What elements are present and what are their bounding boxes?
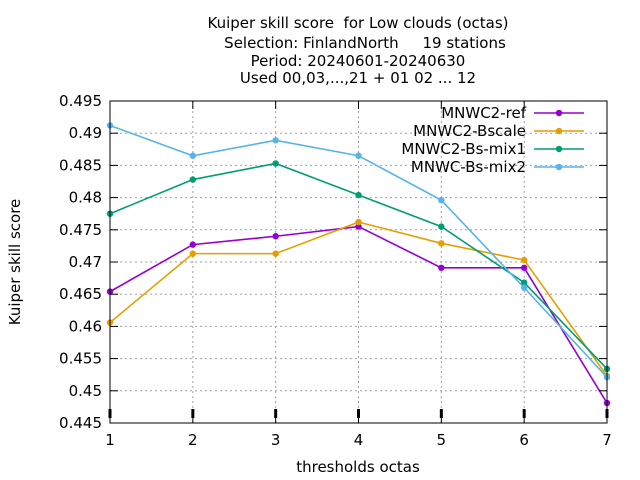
x-tick-label: 2 (188, 431, 198, 449)
x-tick-label: 3 (271, 431, 281, 449)
legend-label: MNWC2-Bs-mix1 (401, 140, 526, 158)
legend-swatch-point (555, 145, 563, 153)
legend-swatch-point (555, 127, 563, 135)
series-0 (106, 223, 611, 407)
axis-ticks: 0.445 0.45 0.455 0.46 0.465 0.47 0.475 0.48 0.48… (59, 92, 612, 449)
legend-swatch-point (555, 163, 563, 171)
data-point (438, 196, 445, 204)
x-baseline-marker (522, 409, 526, 418)
y-tick-label: 0.48 (69, 189, 102, 207)
data-point (438, 223, 445, 230)
y-tick-label: 0.455 (59, 350, 102, 368)
data-point (355, 218, 362, 226)
data-point (189, 176, 197, 183)
legend-item: MNWC2-Bscale (413, 122, 584, 140)
data-point (272, 250, 279, 257)
data-point (189, 152, 197, 159)
x-baseline-marker (274, 409, 278, 418)
series-1 (106, 218, 611, 380)
y-tick-label: 0.465 (59, 285, 102, 303)
x-axis-title: thresholds octas (296, 458, 420, 476)
series-2 (106, 160, 611, 373)
data-point (189, 241, 197, 248)
legend-label: MNWC2-ref (441, 104, 526, 122)
data-point (520, 256, 528, 264)
y-tick-label: 0.485 (59, 156, 102, 174)
data-point (272, 160, 279, 167)
chart-title-line-1: Kuiper skill score for Low clouds (octas… (208, 14, 509, 32)
x-tick-label: 1 (105, 431, 115, 449)
legend-item: MNWC2-Bs-mix1 (401, 140, 584, 158)
data-point (355, 191, 362, 199)
grid (110, 101, 607, 423)
data-point (438, 240, 445, 247)
legend-item: MNWC-Bs-mix2 (411, 158, 584, 176)
y-tick-label: 0.495 (59, 92, 102, 110)
legend-swatch-point (555, 109, 563, 117)
data-point (520, 284, 528, 291)
x-tick-label: 6 (519, 431, 529, 449)
data-point (189, 250, 197, 257)
y-tick-label: 0.46 (69, 317, 102, 335)
legend-label: MNWC-Bs-mix2 (411, 158, 526, 176)
x-baseline-marker (439, 409, 443, 418)
chart-title-line-4: Used 00,03,...,21 + 01 02 ... 12 (240, 69, 476, 87)
series-3 (106, 122, 611, 381)
data-point (272, 137, 279, 144)
data-point (520, 264, 528, 271)
legend-item: MNWC2-ref (441, 104, 584, 122)
y-tick-label: 0.47 (69, 253, 102, 271)
x-tick-label: 4 (354, 431, 364, 449)
y-tick-label: 0.475 (59, 221, 102, 239)
data-point (520, 279, 528, 286)
plot-series (106, 122, 611, 407)
y-tick-label: 0.445 (59, 414, 102, 432)
x-tick-label: 7 (602, 431, 612, 449)
x-baseline-marker (357, 409, 360, 418)
data-point (355, 152, 362, 159)
chart-title-line-3: Period: 20240601-20240630 (251, 52, 466, 70)
legend: MNWC2-refMNWC2-BscaleMNWC2-Bs-mix1MNWC-B… (401, 104, 584, 176)
x-tick-label: 5 (437, 431, 447, 449)
legend-label: MNWC2-Bscale (413, 122, 526, 140)
data-point (272, 233, 279, 240)
y-tick-label: 0.45 (69, 382, 102, 400)
data-point (355, 223, 362, 230)
y-tick-label: 0.49 (69, 124, 102, 142)
x-baseline-marker (605, 409, 609, 418)
y-axis-title: Kuiper skill score (6, 199, 24, 326)
x-baseline-marker (191, 409, 195, 418)
x-baseline-marker (108, 409, 112, 418)
chart-title-line-2: Selection: FinlandNorth 19 stations (224, 34, 506, 52)
data-point (438, 264, 445, 271)
